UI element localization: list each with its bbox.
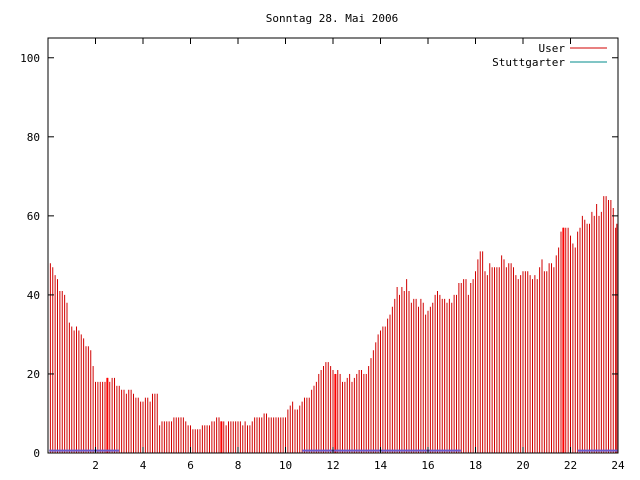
x-tick-label: 14	[374, 459, 388, 472]
y-axis: 0 20 40 60 80 100	[20, 52, 618, 460]
x-tick-label: 10	[279, 459, 292, 472]
y-tick-label: 60	[27, 210, 40, 223]
x-tick-label: 2	[92, 459, 99, 472]
x-tick-label: 20	[516, 459, 529, 472]
legend: User Stuttgarter	[492, 42, 607, 69]
x-tick-label: 16	[421, 459, 434, 472]
y-tick-label: 20	[27, 368, 40, 381]
x-tick-label: 4	[140, 459, 147, 472]
x-tick-label: 6	[187, 459, 194, 472]
y-tick-label: 100	[20, 52, 40, 65]
y-tick-label: 0	[33, 447, 40, 460]
y-tick-label: 80	[27, 131, 40, 144]
x-tick-label: 12	[326, 459, 339, 472]
x-tick-label: 22	[564, 459, 577, 472]
x-axis: 2 4 6 8 10 12 14 16 18 20 22 24	[92, 38, 625, 472]
x-tick-label: 8	[235, 459, 242, 472]
x-tick-label: 24	[611, 459, 625, 472]
legend-label-user: User	[539, 42, 566, 55]
legend-label-stuttgarter: Stuttgarter	[492, 56, 565, 69]
x-tick-label: 18	[469, 459, 482, 472]
y-tick-label: 40	[27, 289, 40, 302]
chart-title: Sonntag 28. Mai 2006	[266, 12, 398, 25]
series-user-bars	[49, 196, 618, 453]
